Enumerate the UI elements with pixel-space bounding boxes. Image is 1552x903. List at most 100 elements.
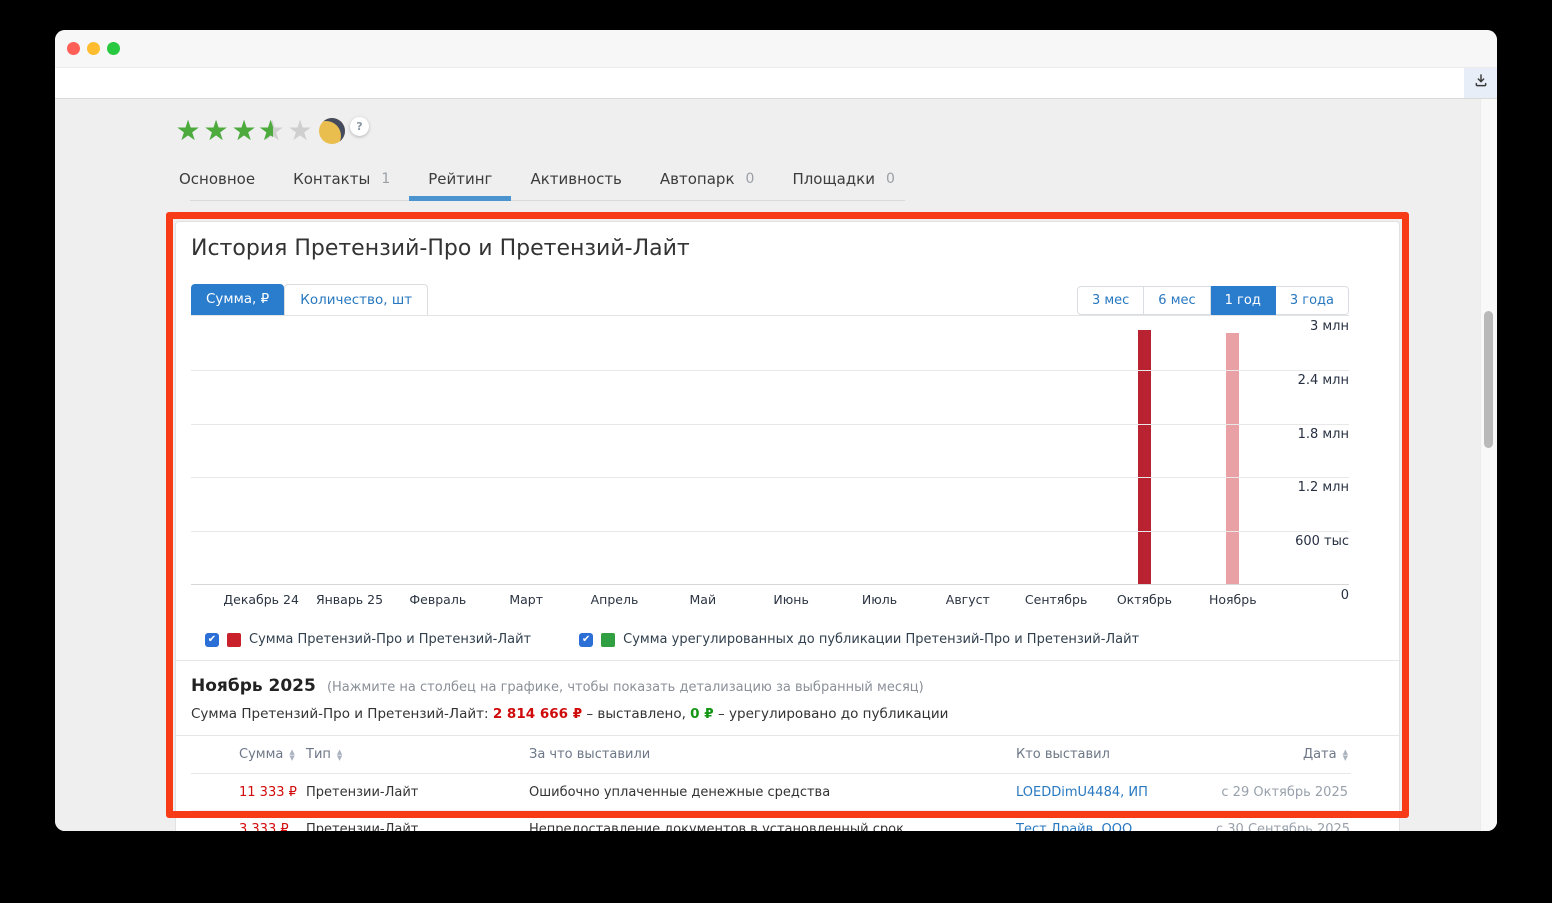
detail-hint: (Нажмите на столбец на графике, чтобы по… xyxy=(326,680,924,695)
legend-checkbox[interactable]: ✔ xyxy=(205,632,219,647)
x-axis-label: Август xyxy=(945,592,990,607)
close-window-button[interactable] xyxy=(67,42,80,55)
claim-type: Претензии-Лайт xyxy=(306,784,419,800)
range-button[interactable]: 1 год xyxy=(1210,286,1276,315)
nav-tabs: Основное Контакты 1 Рейтинг Активность Автопа… xyxy=(160,156,914,201)
y-axis-label: 1.2 млн xyxy=(1297,480,1349,495)
column-header-label: Кто выставил xyxy=(1016,747,1110,762)
column-header[interactable]: Тип ▲ ▼ xyxy=(296,747,521,762)
x-axis-label: Апрель xyxy=(590,592,639,607)
range-button[interactable]: 6 мес xyxy=(1144,286,1211,315)
star-fill: ★ xyxy=(203,116,229,146)
legend-color-swatch xyxy=(601,632,616,647)
summary-label: Сумма Претензий-Про и Претензий-Лайт: xyxy=(191,706,489,722)
legend-label: Сумма урегулированных до публикации Прет… xyxy=(623,632,1140,647)
column-header-label: Дата xyxy=(1302,747,1337,762)
x-axis-label: Декабрь 24 xyxy=(223,592,299,607)
column-header[interactable]: Дата ▲ ▼ xyxy=(1216,747,1351,762)
detail-summary: Сумма Претензий-Про и Претензий-Лайт: 2 … xyxy=(191,706,1349,722)
legend-checkbox[interactable]: ✔ xyxy=(579,632,594,647)
chart-legend: ✔ Сумма Претензий-Про и Претензий-Лайт ✔ Су… xyxy=(205,632,1349,647)
table-header-row: Сумма ▲ ▼ Тип ▲ ▼ За что выставили Кто выставил… xyxy=(191,736,1351,774)
x-axis-line xyxy=(191,584,1349,585)
claim-date: с 29 Октябрь 2025 xyxy=(1221,784,1348,800)
column-header-label: За что выставили xyxy=(529,747,651,762)
nav-tab-item[interactable]: Площадки 0 xyxy=(773,156,913,201)
x-axis-label: Февраль xyxy=(409,592,467,607)
x-axis-label: Ноябрь xyxy=(1208,592,1257,607)
column-header: За что выставили xyxy=(521,747,1006,762)
nav-tab-item[interactable]: Контакты 1 xyxy=(274,156,409,201)
window-titlebar xyxy=(55,30,1497,68)
claim-date: с 30 Сентябрь 2025 xyxy=(1216,821,1351,832)
chart-bars xyxy=(217,316,1277,585)
claims-history-panel: История Претензий-Про и Претензий-Лайт С… xyxy=(175,221,1400,831)
nav-tab-item[interactable]: Автопарк 0 xyxy=(641,156,774,201)
sort-icon[interactable]: ▲ ▼ xyxy=(336,747,343,762)
page-content: ★★★★★★★★★★? ОсновноеКонтакты1РейтингАкти… xyxy=(55,99,1497,831)
column-header-label: Сумма xyxy=(239,747,284,762)
nav-tab-label: Рейтинг xyxy=(428,169,493,188)
table-body: 11 333 ₽ Претензии-Лайт Ошибочно уплаченны… xyxy=(191,774,1351,831)
legend-label: Сумма Претензий-Про и Претензий-Лайт xyxy=(249,632,532,647)
browser-toolbar xyxy=(55,68,1497,99)
nav-tab-label: Активность xyxy=(530,169,622,188)
x-axis-label: Сентябрь xyxy=(1024,592,1088,607)
month-detail-section: Ноябрь 2025 (Нажмите на столбец на графи… xyxy=(191,676,1349,722)
settled-suffix: – урегулировано до публикации xyxy=(717,706,949,722)
legend-item: ✔ Сумма урегулированных до публикации Пре… xyxy=(579,632,1139,647)
rating-stars: ★★★★★★★★★★? xyxy=(174,115,369,147)
help-button[interactable]: ? xyxy=(350,116,369,136)
claim-sum: 11 333 ₽ xyxy=(239,784,297,800)
x-axis-label: Октябрь xyxy=(1116,592,1173,607)
x-axis-label: Январь 25 xyxy=(315,592,384,607)
column-header[interactable]: Сумма ▲ ▼ xyxy=(191,747,296,762)
scrollbar-track[interactable] xyxy=(1480,99,1497,831)
nav-tab-count: 0 xyxy=(745,170,755,187)
nav-tab-label: Автопарк xyxy=(659,169,735,188)
range-button[interactable]: 3 года xyxy=(1275,286,1349,315)
scrollbar-thumb[interactable] xyxy=(1484,311,1493,448)
star-icon: ★★ xyxy=(287,114,313,147)
nav-tab-item[interactable]: Активность xyxy=(511,156,640,201)
claim-issuer-link[interactable]: Тест Драйв, ООО xyxy=(1016,821,1133,832)
tabs-divider xyxy=(190,200,905,201)
minimize-window-button[interactable] xyxy=(87,42,100,55)
download-button[interactable] xyxy=(1464,68,1497,98)
x-axis-label: Март xyxy=(509,592,543,607)
y-axis-label: 3 млн xyxy=(1309,319,1349,334)
chart-bar[interactable] xyxy=(1226,333,1239,585)
claim-reason: Непредоставление документов в установлен… xyxy=(529,821,904,832)
gridline xyxy=(191,477,1349,478)
nav-tab-count: 0 xyxy=(885,170,895,187)
chart-bar[interactable] xyxy=(1138,330,1151,585)
range-button[interactable]: 3 мес xyxy=(1076,286,1145,315)
sort-icon[interactable]: ▲ ▼ xyxy=(1342,747,1348,762)
x-axis-label: Июль xyxy=(861,592,898,607)
sort-icon[interactable]: ▲ ▼ xyxy=(289,747,295,762)
gridline xyxy=(191,424,1349,425)
nav-tab-label: Контакты xyxy=(293,169,371,188)
claim-reason: Ошибочно уплаченные денежные средства xyxy=(529,784,831,800)
claim-issuer-link[interactable]: LOEDDimU4484, ИП xyxy=(1016,784,1148,800)
unit-tab[interactable]: Количество, шт xyxy=(284,284,429,315)
unit-tab[interactable]: Сумма, ₽ xyxy=(191,284,285,315)
star-icon: ★★ xyxy=(231,114,257,147)
download-icon xyxy=(1473,73,1489,93)
nav-tab-label: Основное xyxy=(179,169,256,188)
x-axis-label: Июнь xyxy=(773,592,809,607)
section-divider xyxy=(176,735,1399,736)
range-buttons: 3 мес 6 мес 1 год 3 года xyxy=(1076,286,1349,315)
y-axis-label: 2.4 млн xyxy=(1297,373,1349,388)
y-axis-label: 1.8 млн xyxy=(1297,427,1349,442)
zoom-window-button[interactable] xyxy=(107,42,120,55)
legend-color-swatch xyxy=(227,632,241,647)
nav-tab-item[interactable]: Рейтинг xyxy=(409,156,512,201)
star-fill: ★ xyxy=(258,116,274,146)
y-axis-label: 600 тыс xyxy=(1295,534,1349,549)
bar-chart: 3 млн 2.4 млн 1.8 млн 1.2 млн 600 тыс 0 xyxy=(191,315,1349,603)
claims-table: Сумма ▲ ▼ Тип ▲ ▼ За что выставили Кто выставил… xyxy=(191,736,1351,831)
star-icon: ★★ xyxy=(258,114,285,147)
coin-badge-icon xyxy=(319,118,345,144)
nav-tab-item[interactable]: Основное xyxy=(160,156,274,201)
